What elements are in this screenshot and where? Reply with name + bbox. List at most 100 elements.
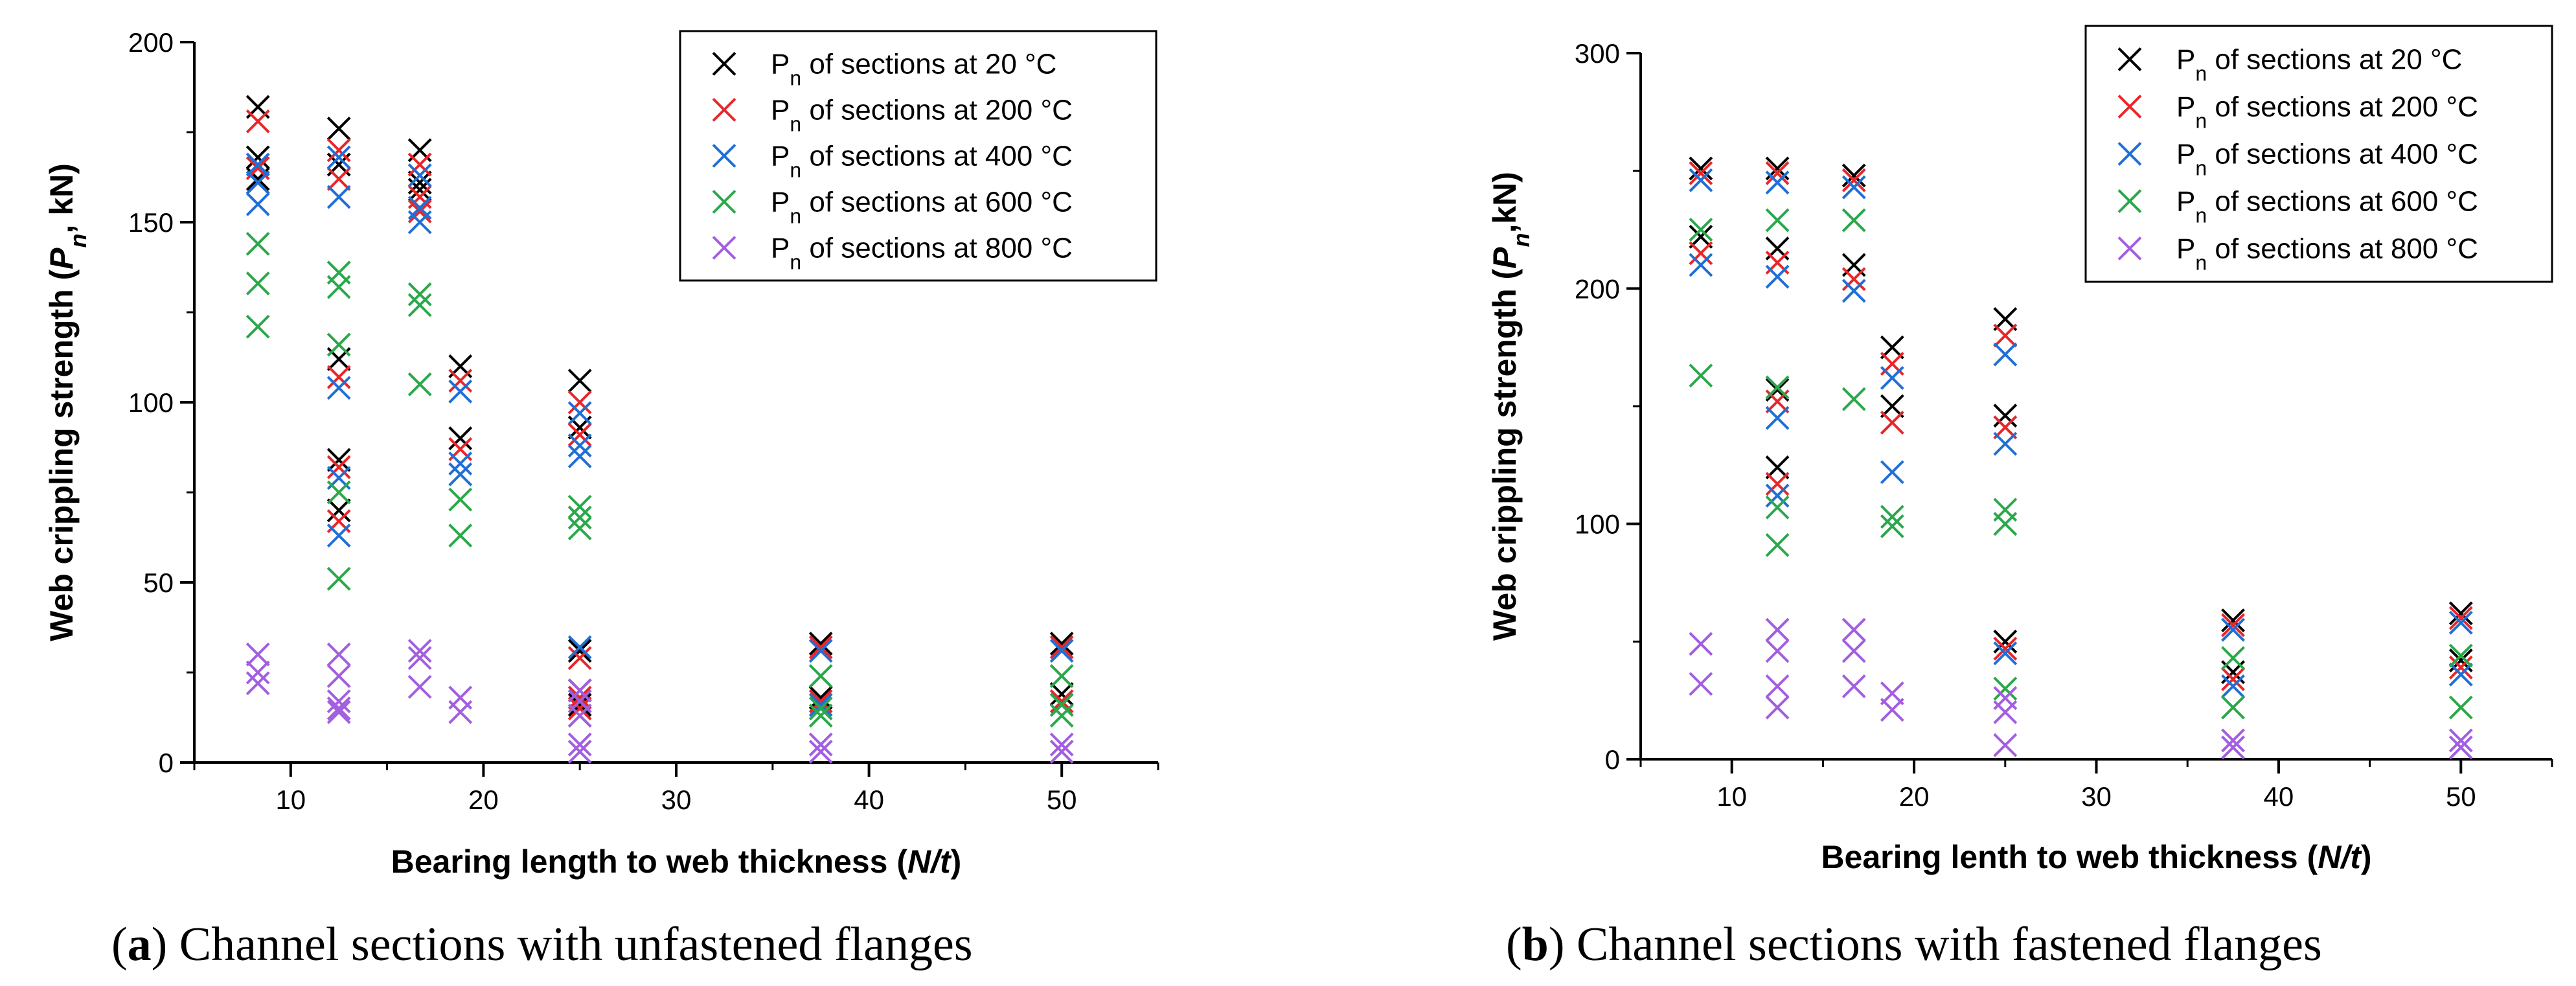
data-point — [407, 646, 432, 671]
data-point — [326, 523, 351, 548]
data-point — [1993, 512, 2018, 536]
series-4 — [1689, 617, 2473, 760]
data-point — [567, 646, 592, 671]
chart-a: 0 50 100 150 200 10 20 30 40 50 Bearing length to … — [43, 27, 1159, 971]
legend-label: Pn of sections at 800 °C — [771, 233, 1073, 274]
y-tick-label: 100 — [128, 387, 174, 418]
data-point — [567, 505, 592, 530]
data-point — [448, 452, 473, 476]
data-point — [1841, 208, 1866, 233]
data-point — [808, 704, 833, 728]
data-point — [1993, 629, 2018, 654]
data-point — [245, 314, 270, 339]
data-point — [1765, 674, 1790, 698]
data-point — [1841, 279, 1866, 303]
data-point — [1689, 218, 1713, 242]
data-point — [2448, 655, 2473, 680]
data-point — [245, 109, 270, 133]
legend-box — [679, 30, 1157, 282]
legend-label: Pn of sections at 600 °C — [771, 187, 1073, 228]
data-point — [326, 185, 351, 209]
legend-marker — [712, 52, 736, 76]
data-point — [326, 376, 351, 400]
y-tick-label: 100 — [1575, 509, 1620, 540]
legend-marker — [712, 98, 736, 122]
series-2 — [1689, 168, 2473, 698]
data-point — [326, 689, 351, 713]
legend-marker — [2117, 189, 2142, 213]
data-point — [448, 379, 473, 404]
legend-marker — [2117, 47, 2142, 71]
data-point — [326, 455, 351, 479]
data-point — [1689, 363, 1713, 388]
legend-label: Pn of sections at 20 °C — [771, 49, 1056, 90]
data-point — [1880, 411, 1904, 435]
figure-caption: (b) Channel sections with fastened flang… — [1506, 918, 2322, 971]
data-point — [1049, 682, 1074, 706]
data-point — [2221, 646, 2245, 671]
data-point — [1993, 323, 2018, 348]
chart-b: 0 100 200 300 10 20 30 40 50 Bearing lenth to web… — [1487, 25, 2553, 971]
data-point — [1841, 175, 1866, 200]
data-point — [245, 152, 270, 177]
data-point — [245, 192, 270, 216]
x-tick-label: 10 — [1716, 781, 1747, 812]
data-point — [326, 700, 351, 724]
data-point — [1765, 375, 1790, 400]
data-point — [1765, 170, 1790, 195]
data-point — [1049, 664, 1074, 688]
x-tick-label: 30 — [661, 785, 692, 815]
data-point — [1765, 208, 1790, 233]
data-point — [407, 199, 432, 224]
data-point — [448, 487, 473, 512]
x-tick-label: 20 — [468, 785, 499, 815]
legend-label: Pn of sections at 200 °C — [771, 95, 1073, 136]
data-point — [1880, 365, 1904, 390]
data-point — [1765, 472, 1790, 496]
y-tick-label: 0 — [1605, 744, 1620, 775]
legend-marker — [2117, 142, 2142, 166]
data-point — [567, 444, 592, 468]
data-point — [326, 332, 351, 357]
data-point — [1689, 672, 1713, 696]
data-point — [1049, 739, 1074, 764]
data-point — [1993, 342, 2018, 367]
data-point — [1880, 460, 1904, 485]
legend-label: Pn of sections at 600 °C — [2176, 186, 2478, 227]
data-point — [407, 372, 432, 396]
data-point — [326, 567, 351, 591]
data-point — [1993, 700, 2018, 724]
data-point — [326, 642, 351, 667]
data-point — [2221, 674, 2245, 698]
data-point — [567, 369, 592, 393]
data-point — [1880, 698, 1904, 722]
data-point — [1049, 732, 1074, 757]
series-3 — [1689, 208, 2473, 720]
data-point — [2221, 695, 2245, 720]
legend-box — [2084, 25, 2553, 283]
data-point — [326, 117, 351, 141]
y-tick-label: 200 — [1575, 273, 1620, 304]
data-point — [808, 639, 833, 663]
data-point — [245, 271, 270, 295]
legend-label: Pn of sections at 800 °C — [2176, 233, 2478, 275]
x-tick-label: 30 — [2081, 781, 2112, 812]
x-tick-label: 20 — [1899, 781, 1930, 812]
data-point — [567, 639, 592, 663]
data-point — [567, 635, 592, 659]
data-point — [567, 685, 592, 710]
data-point — [326, 145, 351, 170]
data-point — [1765, 617, 1790, 642]
data-point — [2221, 667, 2245, 691]
data-point — [1765, 639, 1790, 663]
data-point — [1049, 632, 1074, 656]
data-point — [1993, 641, 2018, 665]
data-point — [1049, 704, 1074, 728]
data-point — [808, 685, 833, 710]
legend-label: Pn of sections at 400 °C — [771, 141, 1073, 182]
data-point — [1841, 674, 1866, 698]
data-point — [245, 145, 270, 170]
legend-label: Pn of sections at 400 °C — [2176, 139, 2478, 180]
data-point — [326, 166, 351, 191]
